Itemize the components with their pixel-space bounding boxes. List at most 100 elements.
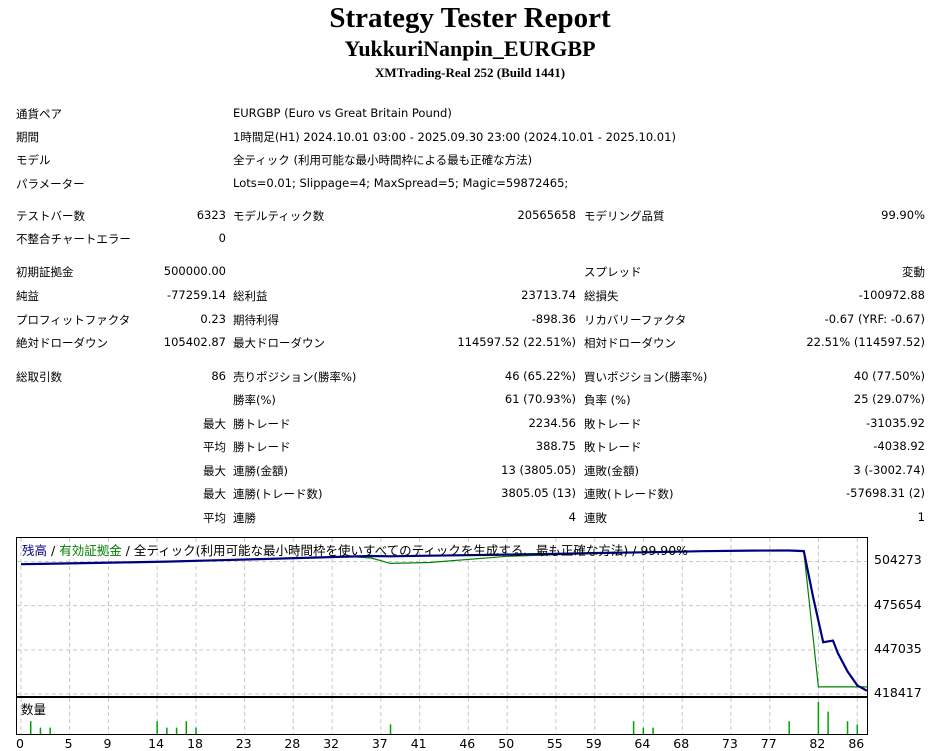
deposit-label: 初期証拠金 — [16, 265, 74, 279]
setting-label: パラメーター — [16, 177, 85, 191]
legend-separator: / — [47, 543, 60, 558]
report-title: Strategy Tester Report — [329, 2, 611, 34]
expert-name: YukkuriNanpin_EURGBP — [344, 36, 596, 61]
x-tick-label: 82 — [809, 736, 826, 751]
settings-row: 期間 1時間足(H1) 2024.10.01 03:00 - 2025.09.3… — [0, 126, 940, 148]
x-tick-label: 14 — [148, 736, 165, 751]
x-tick-label: 68 — [673, 736, 690, 751]
gross-profit-label: 総利益 — [233, 289, 268, 303]
absolute-drawdown-label: 絶対ドローダウン — [16, 336, 108, 350]
gross-loss-value: -100972.88 — [858, 288, 925, 302]
stats-row: 純益 -77259.14 総利益 23713.74 総損失 -100972.88 — [0, 285, 940, 307]
win-rate-label: 勝率(%) — [233, 393, 276, 407]
x-tick-label: 23 — [235, 736, 252, 751]
stats-row: 最大 連勝(トレード数) 3805.05 (13) 連敗(トレード数) -576… — [0, 483, 940, 505]
x-tick-label: 77 — [760, 736, 777, 751]
setting-value: 1時間足(H1) 2024.10.01 03:00 - 2025.09.30 2… — [233, 130, 676, 144]
x-tick-label: 28 — [284, 736, 301, 751]
settings-row: モデル 全ティック (利用可能な最小時間枠による最も正確な方法) — [0, 149, 940, 171]
max-consecutive-loss-value: -57698.31 (2) — [846, 486, 925, 500]
x-tick-label: 18 — [187, 736, 203, 751]
balance-chart-plot — [17, 538, 868, 696]
y-tick-label: 418417 — [874, 685, 922, 700]
max-prefix: 最大 — [203, 464, 226, 478]
expected-payoff-value: -898.36 — [531, 312, 576, 326]
volume-chart — [16, 697, 868, 735]
profit-factor-value: 0.23 — [200, 312, 226, 326]
equity-line — [20, 549, 867, 688]
stats-row: 不整合チャートエラー 0 — [0, 228, 940, 250]
y-tick-label: 504273 — [874, 552, 922, 567]
absolute-drawdown-value: 105402.87 — [163, 335, 226, 349]
largest-loss-value: -31035.92 — [865, 416, 925, 430]
volume-label: 数量 — [21, 702, 47, 717]
expected-payoff-label: 期待利得 — [233, 313, 279, 327]
y-tick-label: 447035 — [874, 641, 922, 656]
balance-line — [20, 549, 868, 692]
x-tick-label: 37 — [371, 736, 388, 751]
profit-factor-label: プロフィットファクタ — [16, 313, 131, 327]
balance-chart — [16, 537, 868, 697]
long-positions-label: 買いポジション(勝率%) — [584, 370, 708, 384]
largest-win-label: 勝トレード — [233, 417, 291, 431]
quality-value: 99.90% — [881, 208, 925, 222]
win-rate-value: 61 (70.93%) — [504, 392, 576, 406]
max-drawdown-label: 最大ドローダウン — [233, 336, 325, 350]
max-consecutive-wins-label: 連勝(金額) — [233, 464, 288, 478]
deposit-value: 500000.00 — [163, 264, 226, 278]
short-positions-label: 売りポジション(勝率%) — [233, 370, 357, 384]
recovery-factor-value: -0.67 (YRF: -0.67) — [824, 312, 925, 326]
setting-value: 全ティック (利用可能な最小時間枠による最も正確な方法) — [233, 153, 533, 167]
setting-label: モデル — [16, 153, 51, 167]
relative-drawdown-value: 22.51% (114597.52) — [806, 335, 925, 349]
setting-label: 通貨ペア — [16, 107, 62, 121]
relative-drawdown-label: 相対ドローダウン — [584, 336, 676, 350]
max-consecutive-losses-label: 連敗(金額) — [584, 464, 639, 478]
max-prefix: 最大 — [203, 487, 226, 501]
quality-label: モデリング品質 — [584, 209, 665, 223]
net-profit-label: 純益 — [16, 289, 39, 303]
avg-loss-label: 敗トレード — [584, 440, 642, 454]
stats-row: 平均 勝トレード 388.75 敗トレード -4038.92 — [0, 436, 940, 458]
bars-value: 6323 — [196, 208, 226, 222]
gross-loss-label: 総損失 — [584, 289, 619, 303]
max-prefix: 最大 — [203, 417, 226, 431]
loss-rate-value: 25 (29.07%) — [853, 392, 925, 406]
stats-row: 勝率(%) 61 (70.93%) 負率 (%) 25 (29.07%) — [0, 389, 940, 411]
loss-rate-label: 負率 (%) — [584, 393, 631, 407]
setting-label: 期間 — [16, 130, 39, 144]
bars-label: テストバー数 — [16, 209, 85, 223]
avg-consecutive-wins-label: 連勝 — [233, 511, 256, 525]
long-positions-value: 40 (77.50%) — [853, 369, 925, 383]
short-positions-value: 46 (65.22%) — [504, 369, 576, 383]
gross-profit-value: 23713.74 — [521, 288, 576, 302]
stats-row: テストバー数 6323 モデルティック数 20565658 モデリング品質 99… — [0, 205, 940, 227]
x-tick-label: 73 — [721, 736, 738, 751]
avg-consecutive-losses-value: 1 — [917, 510, 925, 524]
setting-value: Lots=0.01; Slippage=4; MaxSpread=5; Magi… — [233, 176, 569, 190]
max-drawdown-value: 114597.52 (22.51%) — [457, 335, 576, 349]
errors-label: 不整合チャートエラー — [16, 232, 131, 246]
settings-row: パラメーター Lots=0.01; Slippage=4; MaxSpread=… — [0, 173, 940, 195]
y-tick-label: 475654 — [874, 597, 922, 612]
settings-row: 通貨ペア EURGBP (Euro vs Great Britain Pound… — [0, 103, 940, 125]
avg-win-value: 388.75 — [535, 439, 576, 453]
legend-equity: 有効証拠金 — [59, 543, 122, 558]
recovery-factor-label: リカバリーファクタ — [584, 313, 687, 327]
errors-value: 0 — [218, 231, 226, 245]
avg-loss-value: -4038.92 — [873, 439, 925, 453]
volume-chart-plot — [20, 698, 859, 734]
net-profit-value: -77259.14 — [166, 288, 226, 302]
stats-row: プロフィットファクタ 0.23 期待利得 -898.36 リカバリーファクタ -… — [0, 309, 940, 331]
stats-row: 最大 勝トレード 2234.56 敗トレード -31035.92 — [0, 413, 940, 435]
avg-consecutive-losses-label: 連敗 — [584, 511, 607, 525]
avg-prefix: 平均 — [203, 511, 226, 525]
avg-prefix: 平均 — [203, 440, 226, 454]
legend-balance: 残高 — [22, 543, 48, 558]
stats-row: 平均 連勝 4 連敗 1 — [0, 507, 940, 529]
x-tick-label: 41 — [410, 736, 427, 751]
stats-row: 最大 連勝(金額) 13 (3805.05) 連敗(金額) 3 (-3002.7… — [0, 460, 940, 482]
avg-consecutive-wins-value: 4 — [568, 510, 576, 524]
total-trades-value: 86 — [211, 369, 226, 383]
spread-value: 変動 — [902, 265, 925, 279]
